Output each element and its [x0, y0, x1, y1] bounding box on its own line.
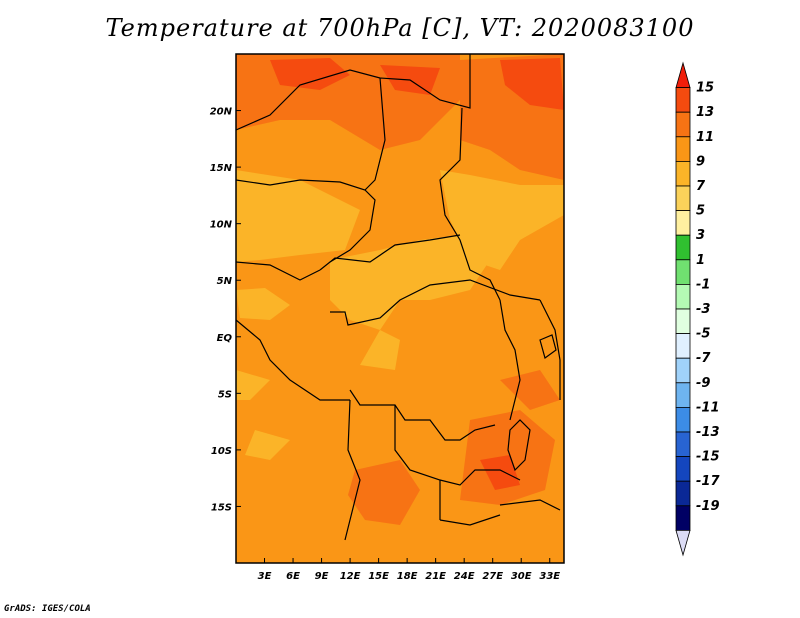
x-tick-label: 3E [258, 571, 272, 582]
plot-frame [235, 53, 565, 564]
field-15-patch [480, 455, 520, 490]
x-tick-label: 27E [482, 571, 503, 582]
x-tick-label: 33E [539, 571, 560, 582]
y-tick-label: 20N [210, 107, 233, 118]
colorbar-label: 13 [696, 105, 714, 120]
border-line [235, 319, 350, 401]
colorbar-label: -7 [696, 351, 711, 366]
y-tick-label: 5S [218, 389, 232, 400]
grads-credit: GrADS: IGES/COLA [4, 604, 91, 614]
field-13-patch [500, 370, 560, 410]
x-tick-label: 6E [286, 571, 300, 582]
colorbar-top-arrow [675, 61, 691, 88]
field-9-patch [360, 330, 400, 370]
colorbar-swatch [675, 382, 691, 408]
border-line [344, 399, 361, 541]
border-line [394, 405, 441, 520]
colorbar-swatch [675, 136, 691, 162]
x-tick-label: 15E [368, 571, 389, 582]
colorbar-swatch [675, 308, 691, 335]
map-plot-area [236, 54, 564, 563]
colorbar-label: 1 [696, 253, 705, 268]
colorbar-swatch [675, 234, 691, 261]
x-tick-label: 12E [340, 571, 361, 582]
colorbar-swatch [675, 283, 691, 310]
y-tick-label: 15S [211, 502, 232, 513]
colorbar-label: 3 [696, 228, 705, 243]
x-tick-label: 30E [511, 571, 532, 582]
colorbar-swatch [675, 431, 691, 458]
border-line [364, 77, 386, 191]
colorbar-label: 11 [696, 130, 714, 145]
colorbar-label: 15 [696, 81, 714, 96]
chart-title: Temperature at 700hPa [C], VT: 202008310… [105, 14, 695, 42]
field-9-patch [236, 370, 270, 400]
x-tick-label: 9E [315, 571, 329, 582]
colorbar-swatch [675, 333, 691, 359]
y-tick-label: EQ [217, 333, 233, 344]
lake-outline [539, 334, 557, 359]
field-9-patch [236, 170, 360, 262]
colorbar: 15 13 11 9 7 5 3 1 -1 -3 -5 -7 -9 -11 -13 -15 -17 -19 [675, 61, 720, 557]
field-15-patch [500, 58, 564, 110]
colorbar-swatch [675, 480, 691, 507]
border-line [349, 389, 496, 441]
colorbar-label: -1 [696, 277, 710, 292]
colorbar-bottom-arrow [675, 530, 691, 557]
colorbar-swatch [675, 160, 691, 187]
border-line [235, 261, 321, 281]
colorbar-label: -3 [696, 302, 710, 317]
border-line [439, 107, 501, 301]
colorbar-label: -5 [696, 327, 710, 342]
colorbar-label: -9 [696, 376, 710, 391]
colorbar-swatch [675, 87, 691, 113]
colorbar-label: -19 [696, 499, 720, 514]
colorbar-swatch [675, 210, 691, 236]
lake-outline [507, 419, 531, 472]
colorbar-label: -15 [696, 450, 720, 465]
colorbar-swatch [675, 185, 691, 212]
country-borders [235, 54, 561, 541]
border-line [439, 514, 501, 526]
y-tick-label: 10N [210, 220, 233, 231]
field-13-patch [348, 460, 420, 525]
border-line [330, 279, 541, 326]
y-tick-label: 5N [217, 276, 233, 287]
x-tick-label: 18E [397, 571, 418, 582]
colorbar-swatch [675, 259, 691, 285]
border-line [439, 469, 521, 486]
field-9-patch [440, 170, 564, 270]
colorbar-swatch [675, 505, 691, 531]
field-9-patch [236, 288, 290, 320]
colorbar-swatch [675, 406, 691, 433]
y-tick-label: 10S [211, 446, 232, 457]
map-axes: 3E 6E 9E 12E 15E 18E 21E 24E 27E 30E 33E 20N 15N 10N 5… [210, 53, 565, 582]
y-tick-label: 15N [210, 163, 233, 174]
field-9-patch [245, 430, 290, 460]
border-line [499, 499, 561, 511]
colorbar-label: 9 [696, 154, 705, 169]
border-line [319, 234, 461, 271]
field-15-patch [270, 58, 350, 90]
border-line [235, 179, 376, 263]
colorbar-swatch [675, 456, 691, 482]
colorbar-label: -13 [696, 425, 720, 440]
colorbar-label: -17 [696, 474, 720, 489]
x-tick-label: 24E [454, 571, 475, 582]
border-line [539, 299, 561, 400]
colorbar-swatch [675, 357, 691, 384]
x-tick-label: 21E [425, 571, 446, 582]
colorbar-label: 5 [696, 204, 705, 219]
field-9-patch [330, 235, 490, 330]
colorbar-swatch [675, 111, 691, 138]
colorbar-label: 7 [696, 179, 706, 194]
border-line [499, 299, 521, 421]
colorbar-label: -11 [696, 400, 720, 415]
